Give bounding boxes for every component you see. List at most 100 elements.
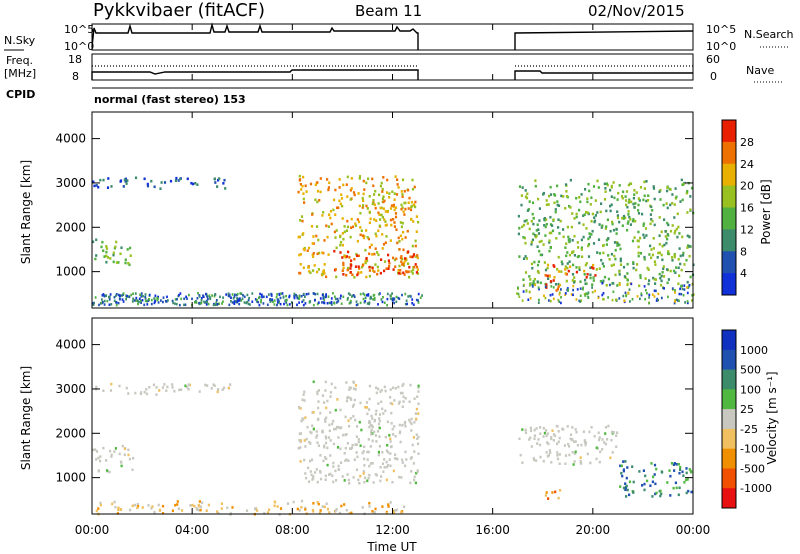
heatmap-cell [153, 301, 156, 305]
heatmap-cell [332, 419, 335, 423]
heatmap-cell [388, 261, 391, 265]
heatmap-cell [304, 302, 307, 305]
heatmap-cell [346, 195, 349, 198]
heatmap-cell [245, 509, 249, 512]
heatmap-cell [646, 199, 650, 202]
heatmap-cell [354, 418, 357, 422]
heatmap-cell [628, 480, 632, 484]
heatmap-cell [321, 429, 324, 433]
heatmap-cell [307, 266, 310, 269]
heatmap-cell [565, 242, 568, 245]
heatmap-cell [674, 291, 676, 294]
heatmap-cell [416, 268, 419, 271]
heatmap-cell [131, 468, 134, 472]
heatmap-cell [276, 301, 279, 304]
heatmap-cell [127, 392, 130, 395]
heatmap-cell [277, 298, 279, 301]
heatmap-cell [200, 297, 203, 300]
heatmap-cell [185, 295, 187, 299]
heatmap-cell [590, 233, 593, 236]
heatmap-cell [319, 477, 323, 481]
heatmap-cell [556, 200, 559, 203]
heatmap-cell [349, 396, 352, 400]
heatmap-cell [675, 486, 678, 490]
heatmap-cell [380, 258, 383, 261]
heatmap-cell [355, 435, 358, 438]
heatmap-cell [556, 451, 559, 454]
heatmap-cell [312, 235, 315, 238]
heatmap-cell [664, 230, 667, 233]
heatmap-cell [681, 198, 684, 202]
x-tick-label: 04:00 [175, 523, 210, 537]
heatmap-cell [298, 432, 301, 436]
heatmap-cell [585, 276, 588, 279]
heatmap-cell [150, 507, 153, 510]
heatmap-cell [634, 202, 637, 205]
heatmap-cell [579, 200, 582, 204]
heatmap-cell [389, 396, 392, 399]
heatmap-cell [312, 269, 315, 272]
heatmap-cell [296, 303, 298, 307]
heatmap-cell [562, 235, 565, 239]
heatmap-cell [592, 185, 596, 188]
heatmap-cell [344, 459, 347, 462]
heatmap-cell [340, 504, 343, 508]
heatmap-cell [302, 266, 305, 270]
colorbar-swatch [722, 468, 736, 489]
heatmap-cell [398, 431, 401, 435]
heatmap-cell [231, 301, 234, 304]
heatmap-cell [624, 216, 627, 220]
heatmap-cell [348, 386, 351, 389]
heatmap-cell [525, 196, 529, 200]
heatmap-cell [615, 232, 618, 235]
heatmap-cell [663, 287, 665, 290]
heatmap-cell [399, 269, 402, 272]
heatmap-cell [556, 454, 559, 457]
colorbar-swatch [722, 409, 736, 430]
colorbar-tick-label: 12 [740, 223, 754, 236]
heatmap-cell [369, 297, 372, 300]
heatmap-cell [113, 299, 116, 303]
heatmap-cell [322, 211, 325, 214]
heatmap-cell [365, 257, 368, 260]
heatmap-cell [613, 196, 616, 200]
heatmap-cell [379, 206, 382, 210]
heatmap-cell [551, 224, 554, 227]
heatmap-cell [669, 269, 672, 273]
heatmap-cell [184, 384, 187, 388]
colorbar-swatch [722, 389, 736, 410]
heatmap-cell [220, 502, 223, 505]
heatmap-cell [589, 276, 592, 280]
heatmap-cell [179, 292, 182, 295]
heatmap-cell [381, 247, 384, 250]
heatmap-cell [370, 424, 374, 427]
heatmap-cell [317, 268, 320, 271]
heatmap-cell [592, 267, 595, 270]
heatmap-cell [158, 389, 161, 392]
heatmap-cell [409, 481, 412, 485]
heatmap-cell [643, 482, 646, 486]
heatmap-cell [228, 295, 231, 298]
heatmap-cell [544, 268, 548, 272]
heatmap-cell [126, 294, 128, 298]
heatmap-cell [408, 196, 411, 200]
heatmap-cell [385, 191, 389, 194]
heatmap-cell [659, 189, 662, 192]
heatmap-cell [410, 429, 413, 432]
heatmap-cell [342, 263, 345, 267]
heatmap-cell [386, 420, 389, 424]
heatmap-cell [536, 263, 540, 267]
colorbar-tick-label: 20 [740, 180, 754, 193]
heatmap-cell [535, 427, 538, 430]
heatmap-cell [410, 205, 413, 209]
heatmap-cell [401, 461, 404, 464]
heatmap-cell [613, 254, 616, 258]
heatmap-cell [332, 465, 335, 468]
heatmap-cell [312, 252, 315, 255]
heatmap-cell [616, 216, 620, 220]
heatmap-cell [292, 500, 295, 504]
heatmap-cell [583, 439, 586, 442]
heatmap-cell [286, 303, 289, 307]
heatmap-cell [341, 232, 344, 235]
heatmap-cell [362, 199, 365, 203]
